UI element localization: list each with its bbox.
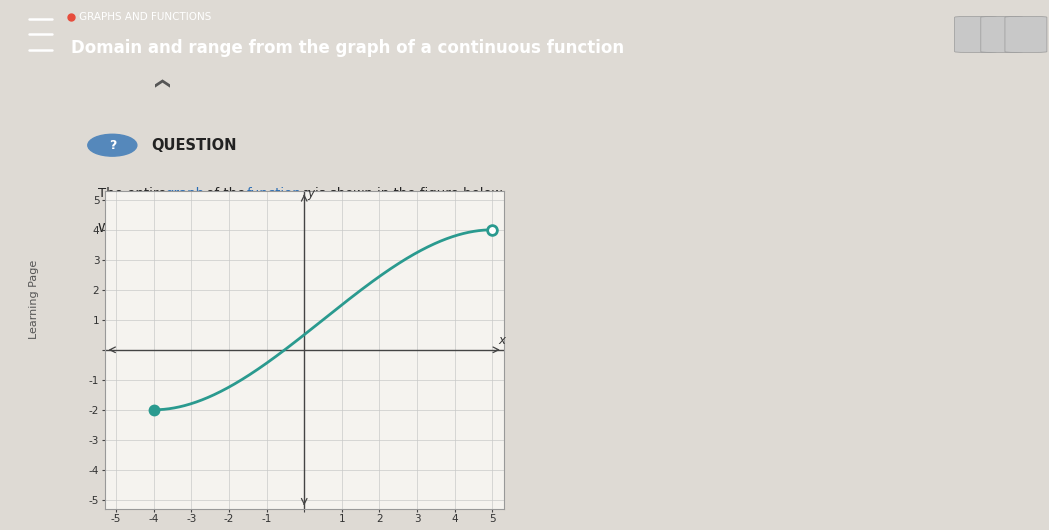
Text: function: function (247, 187, 301, 200)
Text: graph: graph (166, 187, 205, 200)
Text: range: range (237, 222, 276, 235)
Text: g is shown in the figure below.: g is shown in the figure below. (298, 187, 506, 200)
Text: GRAPHS AND FUNCTIONS: GRAPHS AND FUNCTIONS (79, 12, 211, 22)
Text: of g using: of g using (274, 222, 348, 235)
Text: ❯: ❯ (154, 74, 169, 87)
FancyBboxPatch shape (1005, 16, 1047, 52)
Text: The entire: The entire (98, 187, 170, 200)
Circle shape (88, 134, 136, 156)
FancyBboxPatch shape (981, 16, 1023, 52)
Text: of the: of the (202, 187, 250, 200)
Text: interval: interval (343, 222, 394, 235)
Text: and: and (206, 222, 239, 235)
Text: ?: ? (109, 139, 116, 152)
Text: domain: domain (159, 222, 209, 235)
Text: Domain and range from the graph of a continuous function: Domain and range from the graph of a con… (71, 39, 624, 57)
FancyBboxPatch shape (955, 16, 997, 52)
Text: Write the: Write the (98, 222, 164, 235)
Text: Learning Page: Learning Page (29, 260, 39, 339)
Text: QUESTION: QUESTION (151, 138, 237, 153)
Text: notation.: notation. (391, 222, 455, 235)
Text: x: x (498, 334, 506, 347)
Text: y: y (307, 187, 315, 200)
